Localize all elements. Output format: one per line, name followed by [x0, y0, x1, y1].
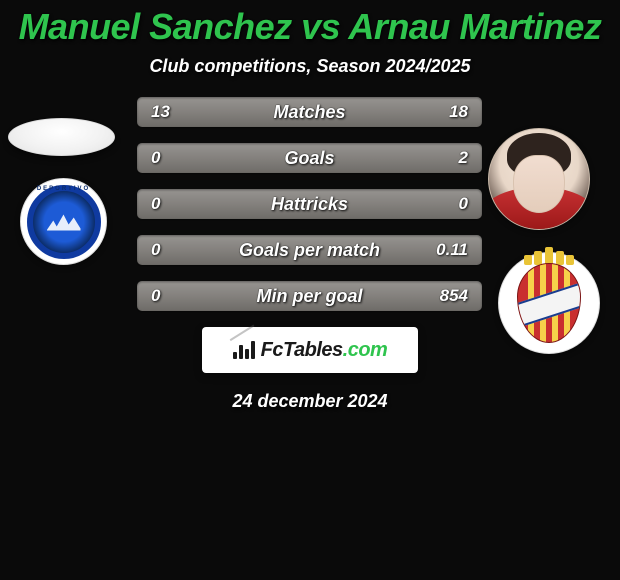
logo-text-main: FcTables — [261, 339, 343, 361]
stat-bar-list: 13 Matches 18 0 Goals 2 0 Hattricks 0 0 … — [137, 97, 482, 311]
stat-right-value: 854 — [440, 281, 468, 311]
player1-name: Manuel Sanchez — [19, 6, 292, 47]
vs-word: vs — [301, 6, 340, 47]
stat-row-goals: 0 Goals 2 — [137, 143, 482, 173]
comparison-subtitle: Club competitions, Season 2024/2025 — [0, 56, 620, 77]
stat-row-hattricks: 0 Hattricks 0 — [137, 189, 482, 219]
player1-club-crest: DEPORTIVO — [20, 178, 107, 265]
comparison-date: 24 december 2024 — [0, 391, 620, 412]
stat-right-value: 2 — [459, 143, 468, 173]
alaves-crest-icon: DEPORTIVO — [27, 185, 101, 259]
stat-row-goals-per-match: 0 Goals per match 0.11 — [137, 235, 482, 265]
player2-club-crest — [498, 252, 600, 354]
fctables-link[interactable]: FcTables.com — [202, 327, 418, 373]
player2-avatar — [488, 128, 590, 230]
stat-row-min-per-goal: 0 Min per goal 854 — [137, 281, 482, 311]
alaves-crest-text: DEPORTIVO — [33, 158, 95, 220]
bars-chart-icon — [233, 341, 255, 359]
comparison-title: Manuel Sanchez vs Arnau Martinez — [0, 0, 620, 52]
stat-label: Min per goal — [137, 281, 482, 311]
stat-right-value: 0.11 — [436, 235, 468, 265]
girona-crest-icon — [517, 263, 581, 343]
stat-label: Goals — [137, 143, 482, 173]
stat-right-value: 0 — [459, 189, 468, 219]
stat-right-value: 18 — [449, 97, 468, 127]
stat-row-matches: 13 Matches 18 — [137, 97, 482, 127]
player1-avatar — [8, 118, 115, 156]
logo-text-accent: .com — [343, 339, 388, 361]
stat-label: Goals per match — [137, 235, 482, 265]
comparison-card: Manuel Sanchez vs Arnau Martinez Club co… — [0, 0, 620, 580]
fctables-logo-text: FcTables.com — [261, 339, 388, 362]
stat-label: Hattricks — [137, 189, 482, 219]
player2-name: Arnau Martinez — [348, 6, 601, 47]
stat-label: Matches — [137, 97, 482, 127]
